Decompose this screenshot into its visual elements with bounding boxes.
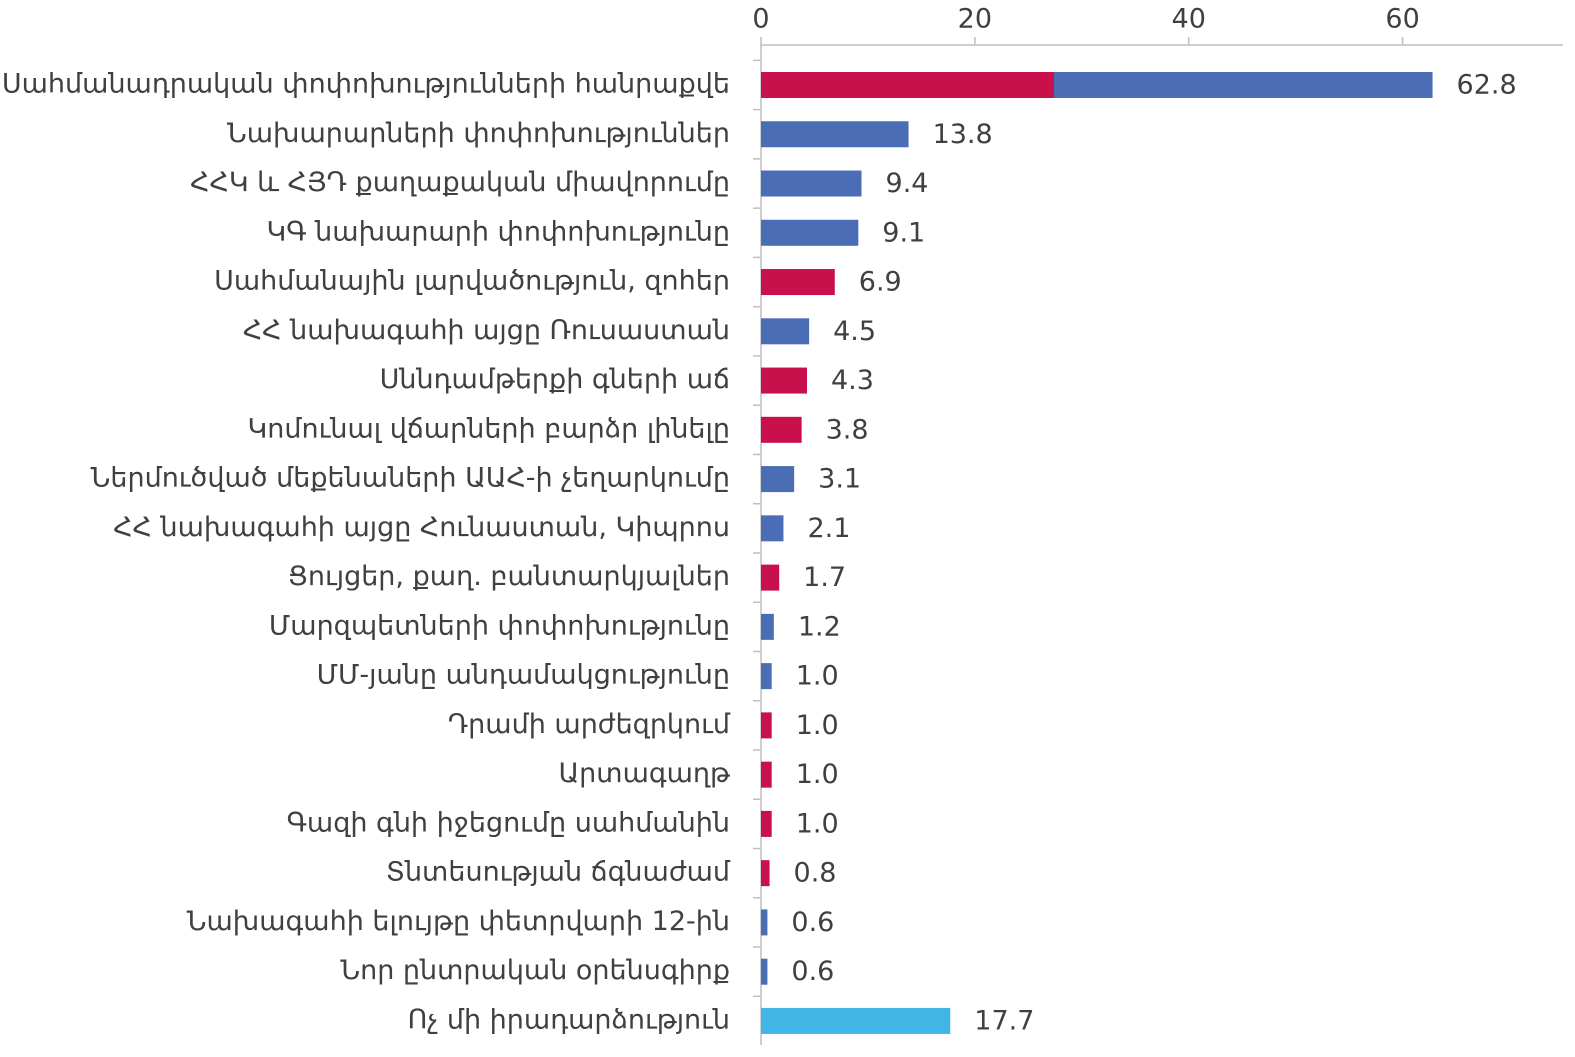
y-tick-label: ՀՀ նախագահի այցը Ռուսաստան bbox=[243, 315, 730, 346]
bar bbox=[761, 269, 835, 296]
y-tick-label: Նախագահի ելույթը փետրվարի 12-ին bbox=[187, 906, 730, 937]
y-tick-label: Տնտեսության ճգնաժամ bbox=[386, 857, 731, 888]
bar bbox=[761, 170, 862, 197]
x-tick-label: 0 bbox=[752, 4, 769, 35]
value-label: 62.8 bbox=[1457, 70, 1517, 101]
y-tick-label: Արտագաղթ bbox=[558, 758, 730, 789]
x-tick-label: 40 bbox=[1172, 4, 1206, 35]
bar bbox=[761, 1007, 951, 1034]
y-tick-label: Նոր ընտրական օրենսգիրք bbox=[340, 955, 730, 986]
y-tick-label: ՀՀԿ և ՀՅԴ քաղաքական միավորումը bbox=[190, 167, 730, 198]
y-tick-label: Սննդամթերքի գների աճ bbox=[380, 364, 730, 395]
value-label: 6.9 bbox=[859, 267, 902, 298]
value-label: 0.6 bbox=[791, 956, 834, 987]
bar bbox=[761, 810, 772, 837]
value-label: 4.5 bbox=[833, 316, 876, 347]
value-label: 9.4 bbox=[886, 168, 929, 199]
bar bbox=[761, 72, 1054, 98]
value-label: 3.8 bbox=[826, 414, 869, 445]
y-tick-label: Սահմանադրական փոփոխությունների հանրաքվե bbox=[2, 69, 730, 100]
y-tick-label: Ներմուծված մեքենաների ԱԱՀ-ի չեղարկումը bbox=[91, 463, 730, 494]
bar bbox=[761, 219, 859, 246]
bar bbox=[761, 121, 909, 148]
x-tick-label: 20 bbox=[958, 4, 992, 35]
value-label: 2.1 bbox=[807, 513, 850, 544]
y-tick-label: Դրամի արժեզրկում bbox=[448, 709, 731, 740]
value-label: 0.6 bbox=[791, 907, 834, 938]
bar bbox=[761, 712, 772, 739]
bar bbox=[761, 860, 770, 887]
y-tick-label: ՀՀ նախագահի այցը Հունաստան, Կիպրոս bbox=[113, 512, 730, 543]
bar bbox=[1053, 72, 1433, 98]
y-tick-label: Գազի գնի իջեցումը սահմանին bbox=[287, 807, 730, 838]
value-label: 13.8 bbox=[933, 119, 993, 150]
bar bbox=[761, 515, 784, 542]
bar bbox=[761, 761, 772, 788]
value-label: 1.0 bbox=[796, 661, 839, 692]
y-tick-label: Ցույցեր, քաղ. բանտարկյալներ bbox=[288, 561, 730, 592]
value-label: 1.7 bbox=[803, 562, 846, 593]
y-tick-label: Մարզպետների փոփոխությունը bbox=[269, 610, 730, 641]
y-tick-label: ՄՄ-յանը անդամակցությունը bbox=[317, 660, 730, 691]
value-label: 0.8 bbox=[794, 858, 837, 889]
value-label: 1.0 bbox=[796, 759, 839, 790]
bar bbox=[761, 663, 772, 690]
bar bbox=[761, 416, 802, 443]
bar bbox=[761, 466, 795, 493]
value-label: 1.2 bbox=[798, 611, 841, 642]
bar bbox=[761, 958, 768, 985]
bar bbox=[761, 613, 774, 640]
y-tick-label: ԿԳ նախարարի փոփոխությունը bbox=[266, 216, 730, 247]
value-label: 17.7 bbox=[974, 1005, 1034, 1036]
y-tick-label: Կոմունալ վճարների բարձր լինելը bbox=[248, 413, 730, 444]
x-tick-label: 60 bbox=[1385, 4, 1419, 35]
bar bbox=[761, 564, 780, 591]
value-label: 3.1 bbox=[818, 464, 861, 495]
value-label: 1.0 bbox=[796, 808, 839, 839]
bar bbox=[761, 367, 807, 394]
value-label: 9.1 bbox=[882, 217, 925, 248]
value-label: 4.3 bbox=[831, 365, 874, 396]
y-tick-label: Ոչ մի իրադարձություն bbox=[408, 1004, 730, 1035]
bar bbox=[761, 909, 768, 936]
y-tick-label: Սահմանային լարվածություն, զոհեր bbox=[214, 266, 730, 297]
value-label: 1.0 bbox=[796, 710, 839, 741]
bar bbox=[761, 318, 810, 345]
y-tick-label: Նախարարների փոփոխություններ bbox=[227, 118, 730, 149]
